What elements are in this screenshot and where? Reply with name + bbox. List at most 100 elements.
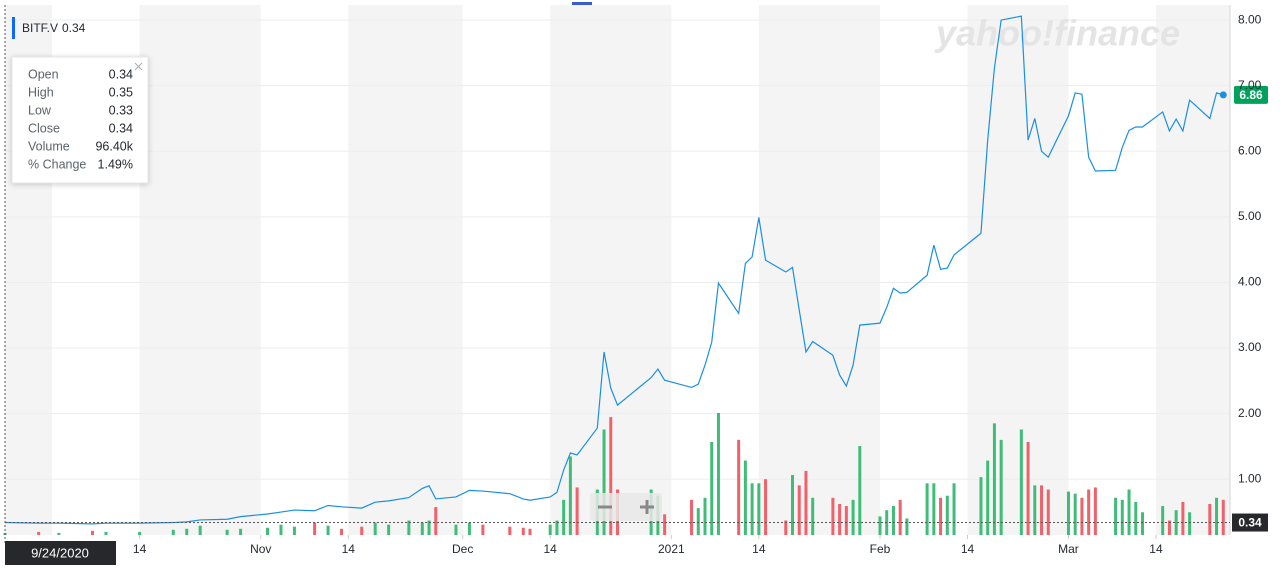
volume-bar (521, 527, 525, 535)
x-tick-label: Nov (250, 542, 271, 556)
symbol-marker (12, 17, 15, 39)
volume-bar (1127, 489, 1131, 535)
volume-bar (737, 439, 741, 535)
tooltip-label: Close (28, 121, 60, 135)
last-value-box (1234, 85, 1268, 104)
volume-bar (1120, 499, 1124, 535)
grid (5, 19, 1230, 480)
y-tick-label: 2.00 (1238, 406, 1262, 420)
volume-bar (548, 524, 552, 535)
volume-bar (750, 483, 754, 535)
zoom-controls[interactable] (590, 493, 662, 521)
volume-bar (562, 499, 566, 535)
volume-bar (898, 499, 902, 535)
volume-bar (1208, 503, 1212, 535)
volume-bar (91, 530, 94, 535)
tooltip: Open 0.34 High 0.35 Low 0.33 Close 0.34 Volume 96… (11, 56, 149, 184)
volume-bar (1215, 497, 1219, 535)
volume-bar (1167, 520, 1171, 535)
tooltip-close[interactable] (134, 62, 143, 71)
volume-bar (1161, 506, 1165, 535)
volume-bar (1134, 501, 1138, 535)
crosshair-value-box (1232, 513, 1268, 532)
background-bands (5, 5, 1230, 535)
price-line: 6.86 (4, 15, 1268, 525)
band (139, 5, 261, 535)
tooltip-box (11, 56, 149, 184)
indicator (572, 2, 592, 5)
volume-bar (609, 417, 613, 535)
crosshair-date-box (5, 541, 116, 565)
volume-bar (764, 479, 768, 535)
tooltip-value: 0.34 (109, 121, 133, 135)
volume-bar (138, 531, 142, 535)
volume-bar (1026, 441, 1030, 535)
volume-bar (743, 460, 747, 535)
volume-bar (427, 520, 431, 535)
band (1155, 5, 1230, 535)
volume-bar (198, 525, 202, 535)
symbol-value: 0.34 (62, 21, 86, 35)
x-tick-label: Mar (1058, 542, 1079, 556)
volume-bar (838, 503, 842, 535)
volume-bar (326, 525, 330, 535)
volume-bar (1040, 485, 1044, 535)
volume-bar (703, 497, 707, 535)
band (967, 5, 1069, 535)
volume-bar (434, 507, 438, 535)
y-tick-label: 3.00 (1238, 340, 1262, 354)
x-tick-label: Dec (452, 542, 473, 556)
last-point (1219, 91, 1227, 99)
volume-bar (387, 524, 391, 535)
volume-bar (1221, 499, 1225, 535)
volume-bar (844, 506, 848, 535)
y-tick-label: 1.00 (1238, 471, 1262, 485)
tooltip-value: 96.40k (95, 139, 133, 153)
tooltip-label: % Change (28, 157, 86, 171)
volume-bar (784, 520, 788, 535)
volume-bar (1080, 497, 1084, 535)
volume-bar (891, 506, 895, 535)
tooltip-label: High (28, 85, 54, 99)
volume-bar (1114, 497, 1118, 535)
volume-bar (858, 446, 862, 535)
volume-bar (602, 429, 606, 535)
volume-bar (340, 528, 344, 535)
volume-bar (313, 522, 317, 535)
volume-bar (1033, 485, 1037, 535)
volume-bar (454, 524, 458, 535)
tooltip-value: 0.34 (109, 67, 133, 81)
tooltip-value: 0.33 (109, 103, 133, 117)
volume-bar (575, 487, 579, 535)
volume-bar (279, 524, 283, 535)
volume-bar (811, 497, 815, 535)
volume-bar (939, 497, 943, 535)
x-tick-label: 14 (1149, 542, 1163, 556)
volume-bar (508, 526, 512, 535)
volume-bar (1046, 489, 1050, 535)
y-tick-label: 8.00 (1238, 12, 1262, 26)
x-tick-label: 14 (544, 542, 558, 556)
volume-bar (373, 522, 377, 535)
volume-bar (797, 485, 801, 535)
volume-bar (986, 460, 990, 535)
volume-bar (420, 522, 424, 535)
symbol: BITF.V (22, 21, 58, 35)
volume-bar (791, 475, 794, 535)
volume-bar (945, 495, 949, 535)
tooltip-label: Volume (28, 139, 70, 153)
volume-bar (1087, 489, 1091, 535)
price-line (4, 15, 1224, 525)
volume-bar (266, 527, 269, 535)
y-tick-label: 4.00 (1238, 275, 1262, 289)
volume-bar (1073, 493, 1077, 535)
x-tick-label: 14 (961, 542, 975, 556)
zoom-panel (590, 493, 662, 521)
volume-bar (696, 508, 700, 535)
volume-bar (292, 526, 296, 535)
volume-bar (407, 520, 411, 535)
close-icon[interactable] (134, 62, 143, 71)
volume-bar (831, 497, 835, 535)
volume-bar (185, 528, 189, 535)
